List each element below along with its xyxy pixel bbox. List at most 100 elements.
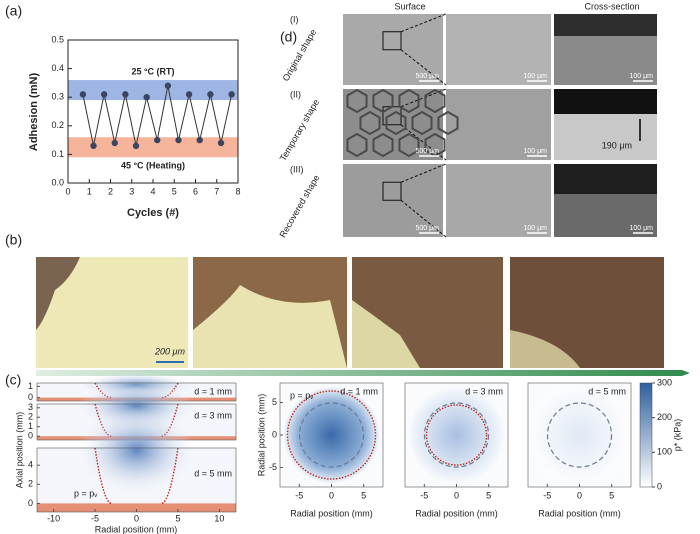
x-tick-label: 8: [235, 186, 240, 196]
hexagon: [372, 88, 394, 114]
y-tick-label: 1: [28, 381, 33, 391]
data-point: [122, 91, 129, 98]
sem-image: [446, 14, 551, 85]
scale-label: 100 μm: [524, 148, 548, 155]
x-tick-label: 0: [454, 490, 459, 500]
x-tick-label: 5: [609, 490, 614, 500]
colorbar-tick-label: 200: [657, 412, 672, 422]
y-tick-label: 2: [28, 479, 33, 489]
pv-label: p = pᵥ: [74, 488, 97, 498]
colorbar-label: p* (kPa): [672, 419, 682, 452]
row-number: (II): [290, 89, 301, 99]
cross-section-dark: [554, 89, 657, 114]
x-tick-label: 0: [329, 490, 334, 500]
hexagon: [437, 110, 459, 136]
x-tick-label: -5: [420, 490, 428, 500]
zoom-guide: [400, 13, 447, 86]
column-heading: Cross-section: [584, 1, 639, 11]
zoom-box: [382, 181, 402, 201]
contact-outline: [298, 402, 365, 468]
y-tick-label: -5: [269, 462, 277, 472]
x-axis-label: Radial position (mm): [290, 508, 373, 518]
x-tick-label: 10: [214, 513, 224, 523]
band: [68, 137, 238, 158]
x-tick-label: 6: [193, 186, 198, 196]
hexagon: [411, 110, 433, 136]
y-tick-label: 3: [28, 402, 33, 412]
scale-label: 200 μm: [154, 346, 185, 356]
substrate: [37, 503, 236, 512]
contact-outline: [423, 402, 490, 468]
plot-label: d = 5 mm: [194, 468, 232, 478]
hexagon: [398, 88, 420, 114]
y-tick-label: 0.2: [51, 120, 64, 130]
y-tick-label: 0.0: [51, 177, 64, 187]
colorbar: [639, 382, 653, 488]
scale-label: 100 μm: [630, 225, 654, 232]
sem-image: [446, 89, 551, 160]
band-label: 45 °C (Heating): [121, 161, 185, 171]
x-tick-label: 5: [361, 490, 366, 500]
x-tick-label: 0: [134, 513, 139, 523]
row-label: Temporary shape: [278, 98, 321, 163]
zoom-guide: [400, 163, 447, 238]
pressure-field: [283, 387, 380, 483]
y-tick-label: 0.4: [51, 63, 64, 73]
colorbar-tick-label: 0: [657, 481, 662, 491]
panel-label: (c): [5, 372, 21, 388]
band-label: 25 °C (RT): [131, 66, 174, 76]
x-tick-label: 7: [214, 186, 219, 196]
y-tick-label: 0.1: [51, 149, 64, 159]
x-tick-label: 2: [108, 186, 113, 196]
thickness-label: 190 μm: [602, 140, 632, 150]
scale-label: 500 μm: [416, 148, 440, 155]
x-tick-label: 0: [65, 186, 70, 196]
row-label: Recovered shape: [277, 173, 321, 239]
micrograph-feature: [352, 300, 420, 368]
data-point: [164, 82, 172, 89]
data-point: [100, 91, 108, 98]
x-tick-label: 1: [87, 186, 92, 196]
hexagon: [385, 110, 407, 136]
pressure-field: [76, 405, 197, 495]
hexagon: [424, 88, 446, 114]
micrograph-feature: [36, 257, 80, 330]
scale-label: 100 μm: [524, 73, 548, 80]
band: [68, 80, 238, 101]
data-point: [111, 139, 118, 147]
data-point: [207, 91, 214, 98]
plot-label: d = 3 mm: [194, 410, 232, 420]
cross-section-dark: [554, 164, 657, 194]
x-tick-label: -5: [91, 513, 99, 523]
plot-label: d = 1 mm: [194, 386, 232, 396]
panel-label: (a): [5, 3, 22, 19]
x-tick-label: 0: [577, 490, 582, 500]
panel-label: (b): [5, 232, 22, 248]
data-point: [90, 142, 97, 150]
x-tick-label: 5: [175, 513, 180, 523]
y-tick-label: 0: [28, 392, 33, 402]
x-axis-label: Cycles (#): [127, 207, 179, 219]
x-axis-label: Radial position (mm): [415, 508, 498, 518]
scale-label: 100 μm: [630, 73, 654, 80]
progress-arrow: [36, 370, 690, 376]
pressure-field: [408, 387, 505, 483]
y-tick-label: 0: [28, 498, 33, 508]
x-tick-label: -10: [47, 513, 60, 523]
data-point: [143, 94, 150, 101]
pv-contour: [425, 404, 488, 466]
hexagon: [346, 88, 368, 114]
y-tick-label: 1: [28, 421, 33, 431]
y-axis-label: Radial position (mm): [256, 394, 266, 477]
y-tick-label: 4: [28, 460, 33, 470]
data-point: [79, 91, 87, 98]
plot-label: d = 1 mm: [340, 386, 378, 396]
hexagon: [398, 132, 420, 158]
colorbar-tick-label: 100: [657, 447, 672, 457]
scale-label: 500 μm: [416, 73, 440, 80]
pv-label: p = pᵥ: [290, 390, 313, 400]
cross-section-dark: [554, 14, 657, 36]
x-tick-label: 4: [150, 186, 155, 196]
x-tick-label: -5: [295, 490, 303, 500]
